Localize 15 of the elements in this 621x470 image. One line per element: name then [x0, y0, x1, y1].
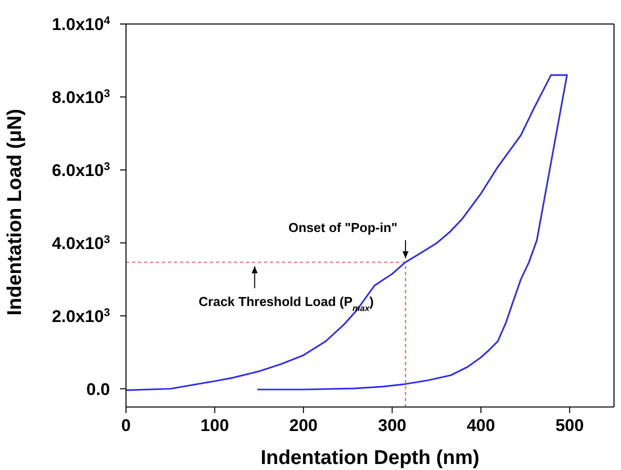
- y-tick-label: 8.0x10$^{3}$: [52, 88, 110, 107]
- y-tick-label: 2.0x10$^{3}$: [52, 306, 110, 326]
- y-tick-label: 6.0x10$^{3}$: [52, 160, 110, 180]
- x-tick-label: 400: [466, 416, 496, 435]
- x-tick-label: 0: [121, 416, 131, 435]
- x-axis-title: Indentation Depth (nm): [260, 447, 480, 469]
- y-tick-label: 1.0x10$^{4}$: [52, 15, 111, 34]
- y-axis-title: Indentation Load (μN): [4, 108, 26, 316]
- x-tick-label: 200: [289, 416, 318, 435]
- x-tick-label: 100: [200, 416, 229, 435]
- x-tick-label: 300: [378, 416, 406, 435]
- annotation: Onset of "Pop-in": [288, 220, 398, 236]
- y-tick-label: 4.0x10$^{3}$: [52, 234, 110, 253]
- y-tick-label: 0.0: [86, 380, 110, 399]
- x-tick-label: 500: [555, 416, 584, 435]
